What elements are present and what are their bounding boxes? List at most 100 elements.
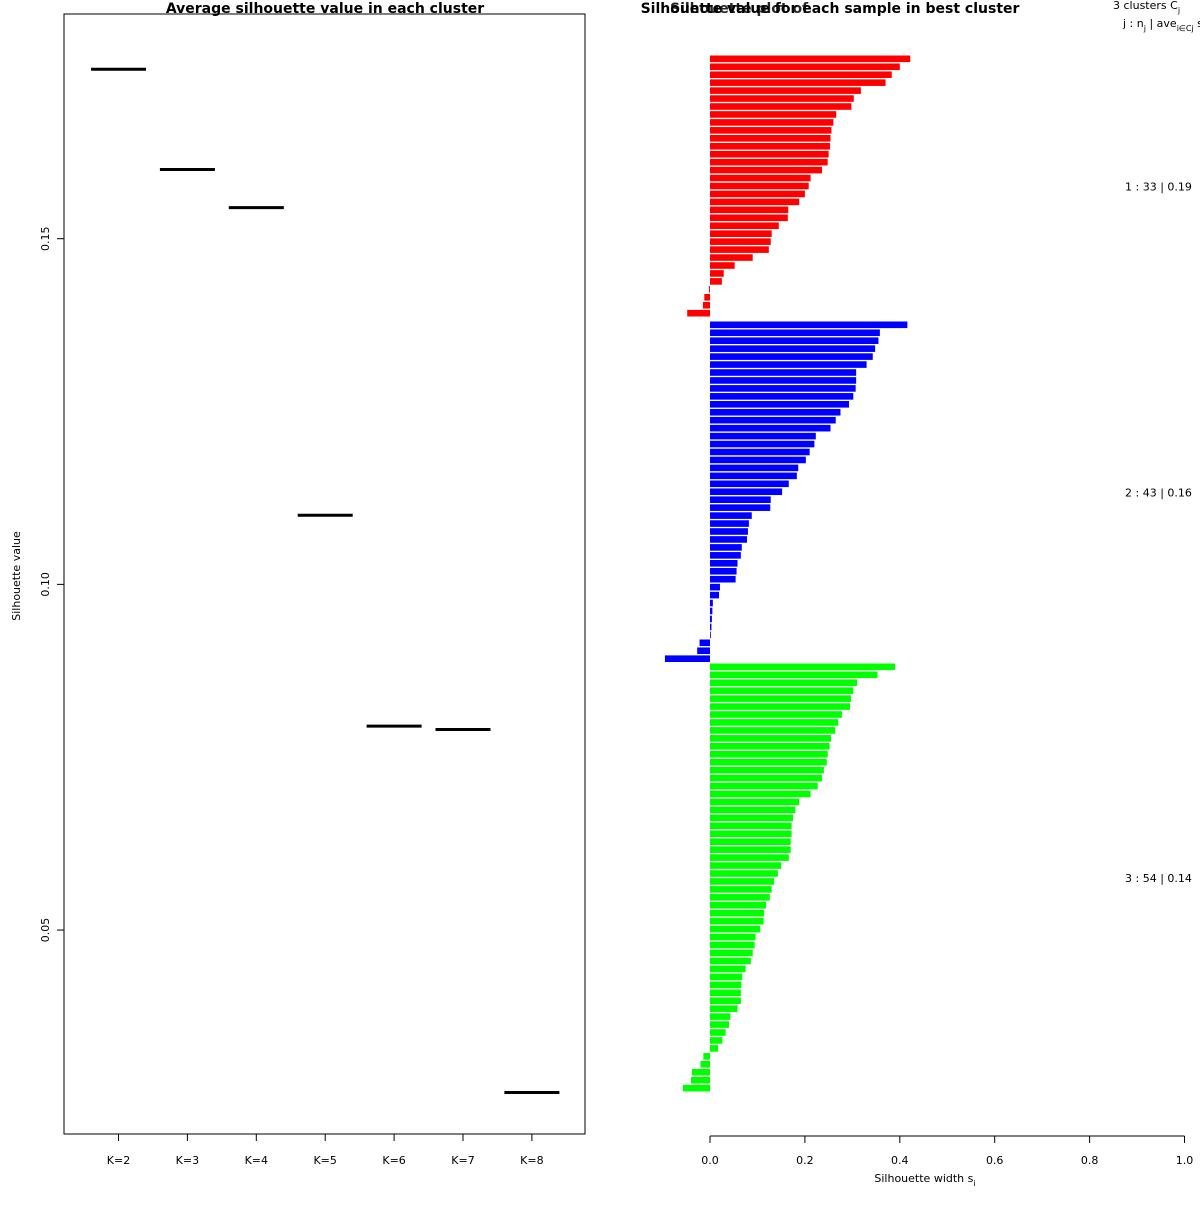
silhouette-bar [710,520,749,527]
silhouette-bar [710,103,852,110]
silhouette-bars [664,55,911,1092]
silhouette-bar [710,909,765,917]
silhouette-bar [710,623,712,631]
silhouette-bar [710,377,857,384]
silhouette-bar [710,750,828,758]
silhouette-bar [710,206,789,214]
silhouette-bar [710,353,873,360]
silhouette-bar [710,111,837,118]
silhouette-bar [710,814,794,822]
silhouette-bar [710,416,836,424]
legend-header-line1-main: 3 clusters C [1113,0,1178,12]
silhouette-bar [710,337,879,344]
silhouette-bar [710,262,735,269]
silhouette-bar [702,301,710,309]
silhouette-bar [710,504,771,511]
silhouette-bar [710,329,880,337]
silhouette-bar [710,933,756,941]
cluster-legend-header: 3 clusters Cj j : nj | avei∈Cj s [1113,0,1200,33]
silhouette-bar [710,190,805,198]
silhouette-bar [710,766,824,774]
silhouette-bar [710,631,711,639]
silhouette-bar [710,1005,738,1012]
silhouette-bar [710,385,856,392]
left-x-tick-label: K=7 [451,1154,474,1167]
silhouette-bar [710,838,791,845]
left-x-tick-label: K=5 [313,1154,336,1167]
silhouette-bar [710,727,836,734]
silhouette-bar [709,286,710,293]
silhouette-bar [710,71,892,78]
right-x-tick-label: 0.8 [1081,1154,1099,1167]
silhouette-bar [710,158,828,166]
silhouette-bar [710,997,741,1004]
legend-header-line1: 3 clusters Cj [1113,0,1180,15]
silhouette-bar [710,925,761,933]
left-x-axis: K=2 K=3 K=4 K=5 K=6 K=7 K=8 [107,1134,544,1167]
silhouette-bar [710,1045,719,1052]
silhouette-bar [710,798,800,806]
silhouette-bar [710,981,742,989]
silhouette-bar [710,63,900,71]
silhouette-bar [710,246,769,253]
silhouette-bar [710,822,792,830]
silhouette-bar [710,758,827,766]
silhouette-bar [710,679,858,686]
silhouette-bar [710,135,831,142]
cluster-summary-labels: 1 : 33 | 0.19 2 : 43 | 0.16 3 : 54 | 0.14 [1125,181,1192,885]
silhouette-bar [704,294,710,301]
silhouette-bar [710,270,724,277]
silhouette-bar [710,238,771,245]
legend-header-line2: j : nj | avei∈Cj s [1122,17,1200,33]
legend-header-line2-sub2: i∈Cj [1177,24,1194,33]
right-x-tick-label: 0.4 [891,1154,909,1167]
silhouette-bar [710,774,822,782]
silhouette-bar [710,862,782,869]
silhouette-bar [664,655,710,662]
silhouette-bar [682,1084,710,1092]
cluster-summary-label: 2 : 43 | 0.16 [1125,486,1192,499]
silhouette-bar [710,174,811,182]
left-y-tick-label: 0.05 [39,918,52,943]
silhouette-bar [710,544,742,551]
silhouette-bar [710,408,841,416]
right-x-axis-label-sub: i [973,1179,975,1188]
silhouette-bar [710,790,811,798]
silhouette-bar [710,957,751,965]
silhouette-bar [700,1061,710,1068]
silhouette-bar [710,830,792,838]
silhouette-bar [710,743,830,750]
left-y-tick-label: 0.15 [39,226,52,251]
left-plot-frame [63,13,586,1135]
left-y-tick-label: 0.10 [39,572,52,597]
silhouette-bar [710,424,831,432]
legend-header-line2-a: j : n [1122,17,1144,30]
silhouette-bar [710,575,736,583]
right-x-axis-label: Silhouette width si [874,1172,975,1188]
silhouette-bar [710,846,791,853]
silhouette-bar [710,894,770,901]
silhouette-bar [710,1021,729,1028]
right-x-tick-label: 0.0 [701,1154,719,1167]
silhouette-bar [710,198,800,206]
silhouette-bar [710,854,789,861]
avg-silhouette-panel: Average silhouette value in each cluster… [10,1,586,1167]
silhouette-bar [710,166,822,174]
left-x-tick-label: K=6 [382,1154,405,1167]
right-chart-overlap-title: Silhouette plot of [670,1,809,17]
legend-header-line2-mid: | ave [1146,17,1177,30]
silhouette-bar [710,719,839,726]
silhouette-bar [710,917,764,925]
right-x-axis-label-main: Silhouette width s [874,1172,973,1185]
silhouette-bar [710,695,851,702]
silhouette-bar [710,496,771,503]
cluster-summary-label: 1 : 33 | 0.19 [1125,181,1192,194]
right-chart-title: Silhouette value for each sample in best… [641,1,1020,17]
silhouette-bar [710,401,850,408]
silhouette-bar [691,1068,710,1076]
right-x-tick-label: 1.0 [1176,1154,1194,1167]
silhouette-bar [710,440,815,448]
left-x-tick-label: K=4 [245,1154,268,1167]
avg-silhouette-marks [91,67,560,1095]
silhouette-bar [710,782,818,790]
